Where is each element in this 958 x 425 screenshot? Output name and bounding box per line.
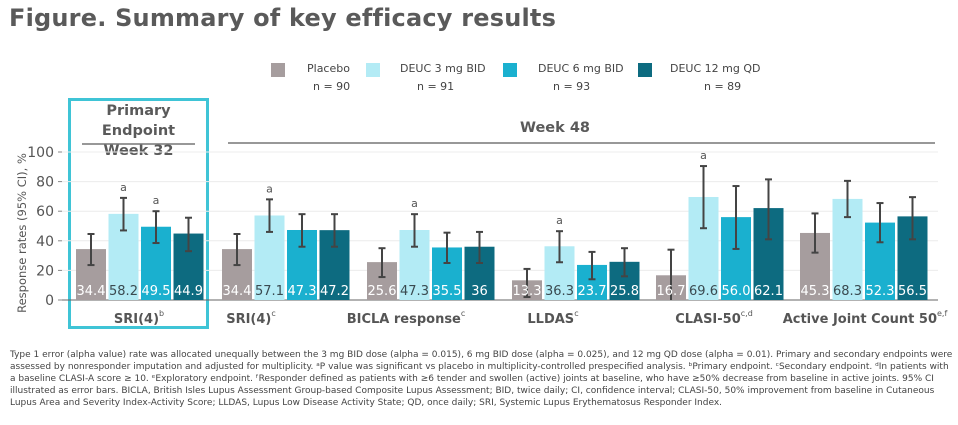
data-label: 36 [471,284,488,299]
significance-marker: a [153,194,160,207]
category-superscript: c [461,309,465,318]
significance-marker: a [700,149,707,162]
week32-label: Week 32 [103,143,174,159]
category-superscript: c,d [741,309,753,318]
category-superscript: c [574,309,578,318]
data-label: 56.5 [898,284,927,299]
data-label: 68.3 [833,284,862,299]
significance-marker: a [120,181,127,194]
data-label: 69.6 [689,284,718,299]
data-label: 16.7 [657,284,686,299]
legend-n: n = 89 [704,80,742,93]
data-label: 47.2 [320,284,349,299]
legend-label: DEUC 6 mg BID [538,62,624,75]
primary-endpoint-label: Primary Endpoint [101,103,176,139]
legend-label: DEUC 12 mg QD [670,62,761,75]
y-tick-label: 40 [36,234,54,250]
week48-label: Week 48 [520,120,591,136]
x-tick-label: SRI(4)c [226,309,276,327]
data-label: 45.3 [801,284,830,299]
legend-n: n = 91 [417,80,455,93]
x-tick-label: Active Joint Count 50e,f [783,309,948,327]
data-label: 36.3 [545,284,574,299]
category-name: LLDAS [527,312,574,327]
primary-endpoint-box [68,98,209,329]
category-name: CLASI-50 [675,312,741,327]
data-label: 47.3 [288,284,317,299]
y-axis-label: Response rates (95% CI), % [15,153,29,313]
x-tick-label: BICLA responsec [347,309,466,327]
legend-n: n = 90 [313,80,351,93]
y-tick-label: 100 [27,145,54,161]
data-label: 13.3 [513,284,542,299]
significance-marker: a [266,182,273,195]
legend-swatch-deuc-3mg [366,63,380,77]
y-tick-label: 60 [36,204,54,220]
data-label: 44.9 [174,284,203,299]
primary-endpoint-title: Primary Endpoint Week 32 [68,101,209,161]
data-label: 34.4 [77,284,106,299]
data-label: 25.8 [610,284,639,299]
legend-swatch-deuc-12mg [638,63,652,77]
data-label: 49.5 [142,284,171,299]
legend-swatch-placebo [271,63,285,77]
x-tick-label: SRI(4)b [114,309,164,327]
legend-swatch-deuc-6mg [503,63,517,77]
category-superscript: c [271,309,275,318]
legend-n: n = 93 [553,80,591,93]
category-name: Active Joint Count 50 [783,312,937,327]
category-name: SRI(4) [226,312,271,327]
category-name: BICLA response [347,312,461,327]
significance-marker: a [411,197,418,210]
data-label: 34.4 [223,284,252,299]
chart-legend: Placebo n = 90 DEUC 3 mg BID n = 91 DEUC… [0,62,958,96]
data-label: 47.3 [400,284,429,299]
data-label: 25.6 [368,284,397,299]
category-superscript: b [159,309,164,318]
figure-title: Figure. Summary of key efficacy results [9,4,557,32]
data-label: 57.1 [255,284,284,299]
data-label: 35.5 [433,284,462,299]
y-tick-label: 20 [36,263,54,279]
data-label: 23.7 [578,284,607,299]
data-label: 52.3 [866,284,895,299]
category-name: SRI(4) [114,312,159,327]
data-label: 58.2 [109,284,138,299]
legend-label: DEUC 3 mg BID [400,62,486,75]
footnote: Type 1 error (alpha value) rate was allo… [10,350,953,408]
x-tick-label: CLASI-50c,d [675,309,753,327]
data-label: 56.0 [722,284,751,299]
y-tick-label: 80 [36,175,54,191]
y-tick-label: 0 [45,293,54,309]
legend-label: Placebo [307,62,350,75]
x-tick-label: LLDASc [527,309,578,327]
category-superscript: e,f [937,309,947,318]
data-label: 62.1 [754,284,783,299]
significance-marker: a [556,214,563,227]
